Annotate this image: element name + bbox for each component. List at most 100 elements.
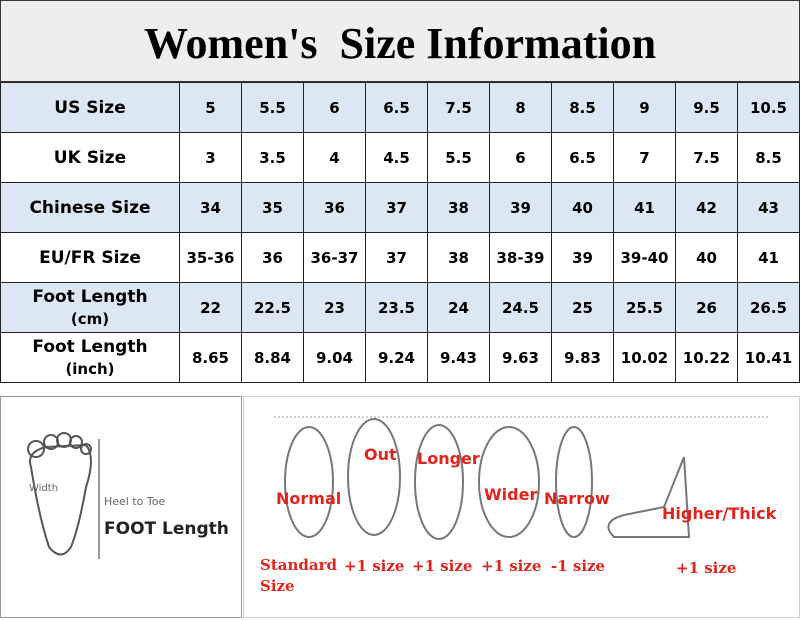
- size-cell: 25: [551, 282, 614, 333]
- size-cell: 10.41: [737, 332, 800, 383]
- row-label-text: UK Size: [53, 147, 127, 168]
- row-label: Foot Length (inch): [0, 332, 180, 383]
- size-cell: 9: [613, 82, 676, 133]
- foot-type-advice: +1 size: [344, 557, 405, 575]
- size-cell: 4: [303, 132, 366, 183]
- foot-types-panel: Normal Standard Size Out +1 size Longer +1 si…: [243, 396, 800, 618]
- size-cell: 6: [303, 82, 366, 133]
- size-cell: 43: [737, 182, 800, 233]
- size-cell: 5.5: [241, 82, 304, 133]
- size-cell: 8: [489, 82, 552, 133]
- size-cell: 34: [179, 182, 242, 233]
- size-cell: 8.5: [737, 132, 800, 183]
- width-label: Width: [29, 483, 59, 494]
- size-cell: 10.22: [675, 332, 738, 383]
- feet-sketch: [274, 416, 769, 540]
- size-cell: 39: [551, 232, 614, 283]
- size-cell: 26.5: [737, 282, 800, 333]
- size-cell: 41: [737, 232, 800, 283]
- size-cell: 35: [241, 182, 304, 233]
- size-cell: 24: [427, 282, 490, 333]
- foot-length-label: FOOT Length: [104, 519, 229, 539]
- row-label: US Size: [0, 82, 180, 133]
- size-cell: 23: [303, 282, 366, 333]
- measure-panel: Width Heel to Toe FOOT Length: [0, 396, 242, 618]
- row-label: Foot Length (cm): [0, 282, 180, 333]
- size-cell: 40: [675, 232, 738, 283]
- row-unit: (cm): [70, 309, 110, 328]
- size-cell: 36: [241, 232, 304, 283]
- size-cell: 8.5: [551, 82, 614, 133]
- size-cell: 6: [489, 132, 552, 183]
- foot-type-name: Normal: [276, 489, 342, 508]
- size-cell: 23.5: [365, 282, 428, 333]
- size-cell: 8.65: [179, 332, 242, 383]
- table-row: Foot Length (cm) 22 22.5 23 23.5 24 24.5 25 25.5 2…: [0, 282, 800, 333]
- size-cell: 9.5: [675, 82, 738, 133]
- size-cell: 35-36: [179, 232, 242, 283]
- foot-type-name: Longer: [417, 449, 480, 468]
- size-cell: 9.24: [365, 332, 428, 383]
- size-cell: 5.5: [427, 132, 490, 183]
- foot-sketch: [27, 432, 100, 559]
- size-cell: 36: [303, 182, 366, 233]
- table-row: US Size 5 5.5 6 6.5 7.5 8 8.5 9 9.5 10.5: [0, 82, 800, 133]
- size-cell: 38: [427, 182, 490, 233]
- size-cell: 7.5: [427, 82, 490, 133]
- size-table: US Size 5 5.5 6 6.5 7.5 8 8.5 9 9.5 10.5 UK Size 3 3.…: [0, 82, 800, 383]
- title: Women's Size Information: [0, 0, 800, 82]
- size-cell: 38-39: [489, 232, 552, 283]
- foot-type-advice: +1 size: [481, 557, 542, 575]
- size-cell: 26: [675, 282, 738, 333]
- size-cell: 24.5: [489, 282, 552, 333]
- table-row: Chinese Size 34 35 36 37 38 39 40 41 42 43: [0, 182, 800, 233]
- foot-type-name: Higher/Thick: [662, 504, 777, 523]
- foot-type-name: Wider: [484, 485, 538, 504]
- foot-type-name: Out: [364, 445, 397, 464]
- size-cell: 38: [427, 232, 490, 283]
- size-cell: 37: [365, 232, 428, 283]
- row-label-text: Foot Length: [32, 336, 148, 357]
- size-cell: 5: [179, 82, 242, 133]
- size-cell: 9.63: [489, 332, 552, 383]
- row-label: Chinese Size: [0, 182, 180, 233]
- size-cell: 6.5: [551, 132, 614, 183]
- foot-type-advice: Standard Size: [260, 556, 337, 595]
- foot-type-advice: +1 size: [412, 557, 473, 575]
- row-label: UK Size: [0, 132, 180, 183]
- row-label-text: Foot Length: [32, 286, 148, 307]
- size-cell: 10.5: [737, 82, 800, 133]
- row-unit: (inch): [65, 359, 115, 378]
- foot-type-advice: -1 size: [551, 557, 606, 575]
- size-cell: 41: [613, 182, 676, 233]
- table-row: Foot Length (inch) 8.65 8.84 9.04 9.24 9.43 9.6…: [0, 332, 800, 383]
- table-row: EU/FR Size 35-36 36 36-37 37 38 38-39 39 39-40 40…: [0, 232, 800, 283]
- size-cell: 4.5: [365, 132, 428, 183]
- size-cell: 22.5: [241, 282, 304, 333]
- size-cell: 9.83: [551, 332, 614, 383]
- size-cell: 3.5: [241, 132, 304, 183]
- size-cell: 7.5: [675, 132, 738, 183]
- size-cell: 3: [179, 132, 242, 183]
- heel-label: Heel to Toe: [104, 495, 166, 508]
- size-cell: 9.43: [427, 332, 490, 383]
- size-cell: 25.5: [613, 282, 676, 333]
- size-cell: 40: [551, 182, 614, 233]
- size-cell: 36-37: [303, 232, 366, 283]
- size-cell: 7: [613, 132, 676, 183]
- size-cell: 39: [489, 182, 552, 233]
- row-label-text: EU/FR Size: [39, 247, 141, 268]
- size-cell: 9.04: [303, 332, 366, 383]
- foot-type-name: Narrow: [544, 489, 610, 508]
- size-cell: 10.02: [613, 332, 676, 383]
- row-label: EU/FR Size: [0, 232, 180, 283]
- row-label-text: US Size: [54, 97, 126, 118]
- size-cell: 6.5: [365, 82, 428, 133]
- size-cell: 37: [365, 182, 428, 233]
- table-row: UK Size 3 3.5 4 4.5 5.5 6 6.5 7 7.5 8.5: [0, 132, 800, 183]
- size-cell: 42: [675, 182, 738, 233]
- size-cell: 8.84: [241, 332, 304, 383]
- size-cell: 39-40: [613, 232, 676, 283]
- size-cell: 22: [179, 282, 242, 333]
